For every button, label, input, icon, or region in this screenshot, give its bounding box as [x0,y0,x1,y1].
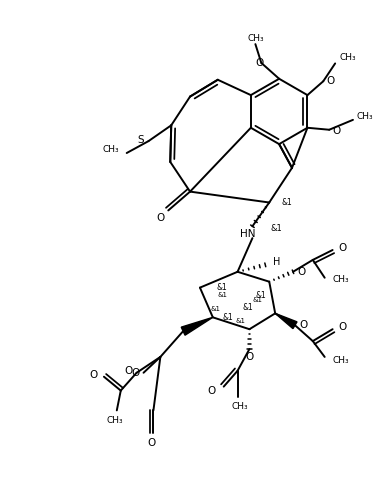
Text: O: O [332,126,340,136]
Text: O: O [297,267,305,277]
Text: O: O [338,243,347,253]
Text: &1: &1 [242,303,253,312]
Text: &1: &1 [218,292,228,298]
Polygon shape [181,317,213,335]
Text: CH₃: CH₃ [333,357,349,365]
Text: CH₃: CH₃ [106,416,123,425]
Text: O: O [90,370,98,380]
Text: O: O [326,76,335,86]
Text: O: O [338,322,347,332]
Text: CH₃: CH₃ [357,112,373,121]
Text: O: O [147,438,156,448]
Text: &1: &1 [216,283,227,292]
Text: &1: &1 [211,306,221,312]
Text: O: O [156,213,164,223]
Text: S: S [137,135,144,145]
Text: CH₃: CH₃ [339,53,356,62]
Text: O: O [299,320,307,330]
Text: &1: &1 [256,291,267,300]
Text: &1: &1 [222,313,233,322]
Text: CH₃: CH₃ [102,144,119,153]
Polygon shape [275,313,297,328]
Text: H: H [273,257,280,267]
Text: CH₃: CH₃ [333,275,349,284]
Text: &1: &1 [281,198,292,207]
Text: &1: &1 [270,224,282,233]
Text: CH₃: CH₃ [231,402,248,411]
Text: &1: &1 [235,318,246,324]
Text: HN: HN [240,229,255,239]
Text: O: O [255,58,264,68]
Text: &1: &1 [252,296,262,302]
Text: CH₃: CH₃ [247,34,264,43]
Text: O: O [124,366,133,376]
Text: O: O [208,386,216,395]
Text: O: O [131,368,139,378]
Text: O: O [245,352,253,362]
